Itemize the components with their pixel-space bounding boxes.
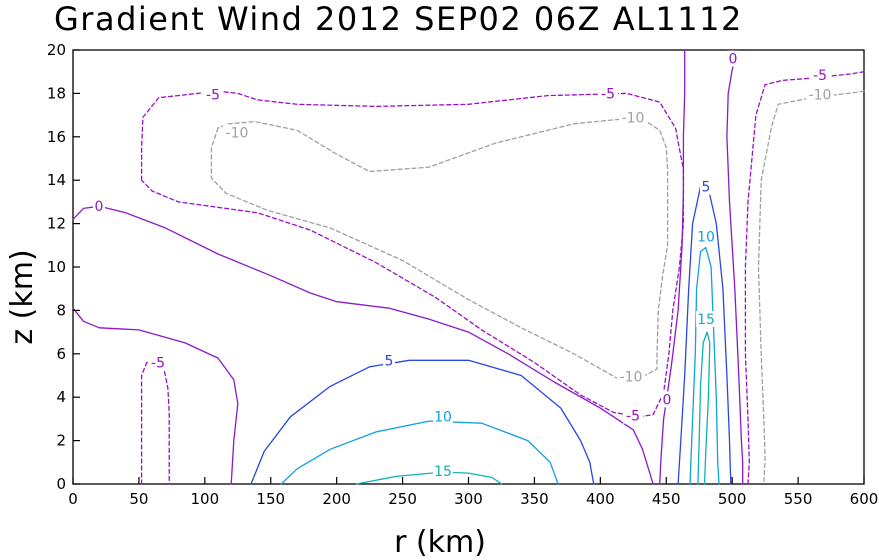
contour-label: -10 [622, 110, 645, 126]
contour-line-level-15 [355, 471, 503, 485]
contour-label-bg [619, 109, 647, 126]
x-tick-label: 350 [520, 490, 549, 508]
contour-label: 5 [385, 353, 394, 369]
x-tick-label: 450 [652, 490, 681, 508]
y-tick-label: 0 [56, 475, 66, 493]
contour-label: -10 [809, 87, 832, 103]
contour-label-bg [598, 85, 618, 102]
contour-label: 0 [95, 199, 104, 215]
x-tick-label: 500 [718, 490, 747, 508]
contour-label-bg [810, 66, 830, 83]
contour-label-bg [623, 407, 643, 424]
y-tick-label: 12 [47, 215, 66, 233]
contour-label-bg [203, 86, 223, 103]
y-axis-ticks: 0 2 4 6 8 10 12 14 16 18 20 [47, 41, 80, 493]
x-tick-label: 200 [322, 490, 351, 508]
contour-label: 10 [434, 410, 452, 426]
contour-line-level-0 [659, 49, 686, 485]
contour-line-level-10 [689, 246, 720, 485]
contour-label-bg [700, 178, 712, 195]
x-tick-label: 250 [388, 490, 417, 508]
contour-label: 15 [697, 312, 715, 328]
y-tick-label: 4 [56, 388, 66, 406]
contour-label: -5 [626, 409, 640, 425]
contour-label-bg [93, 198, 105, 215]
x-axis-ticks: 0 50 100 150 200 250 300 350 400 450 500 550 600 [68, 477, 878, 508]
contour-line-level-neg5 [140, 90, 685, 418]
contour-label: -5 [206, 87, 220, 103]
y-axis-label: z (km) [5, 249, 40, 344]
x-tick-label: 150 [256, 490, 285, 508]
contour-lines [72, 49, 865, 485]
y-tick-label: 8 [56, 301, 66, 319]
contour-label: -10 [620, 370, 643, 386]
x-axis-label: r (km) [394, 525, 486, 560]
contour-line-level-10 [280, 420, 559, 485]
contour-line-level-neg10 [210, 116, 669, 379]
contour-label: 0 [729, 52, 738, 68]
x-tick-label: 100 [191, 490, 220, 508]
contour-label: -5 [601, 86, 615, 102]
x-tick-label: 300 [454, 490, 483, 508]
contour-labels: -5 -5 -5 -5 -5 -10 -10 -10 -10 0 0 0 5 5 10 10 15 15 [93, 50, 834, 480]
contour-line-level-0 [72, 205, 654, 485]
contour-label: -10 [226, 125, 249, 141]
y-tick-label: 16 [47, 128, 66, 146]
contour-line-level-neg10 [757, 90, 865, 485]
contour-label: 5 [702, 180, 711, 196]
y-tick-label: 2 [56, 432, 66, 450]
contour-line-level-neg5 [744, 71, 865, 485]
contour-label: -5 [151, 355, 165, 371]
x-tick-label: 550 [784, 490, 813, 508]
contour-line-level-neg5 [140, 359, 170, 485]
contour-line-level-0 [72, 307, 239, 485]
contour-label-bg [617, 368, 645, 385]
contour-label-bg [148, 354, 168, 371]
contour-label-bg [383, 352, 395, 369]
x-tick-label: 400 [586, 490, 615, 508]
contour-label-bg [727, 50, 739, 67]
contour-label: -5 [813, 68, 827, 84]
contour-label-bg [433, 462, 453, 479]
contour-label: 10 [697, 230, 715, 246]
y-tick-label: 6 [56, 345, 66, 363]
contour-label-bg [806, 86, 834, 103]
chart-title: Gradient Wind 2012 SEP02 06Z AL1112 [54, 0, 743, 38]
contour-label: 0 [663, 392, 672, 408]
y-tick-label: 14 [47, 171, 66, 189]
x-tick-label: 600 [850, 490, 879, 508]
x-tick-label: 50 [129, 490, 148, 508]
contour-label-bg [433, 408, 453, 425]
contour-label-bg [661, 391, 673, 408]
contour-line-level-5 [250, 359, 595, 485]
y-tick-label: 18 [47, 84, 66, 102]
contour-label: 15 [434, 464, 452, 480]
contour-line-level-15 [697, 331, 711, 485]
contour-label-bg [696, 311, 716, 328]
y-tick-label: 10 [47, 258, 66, 276]
contour-label-bg [696, 228, 716, 245]
x-tick-label: 0 [68, 490, 78, 508]
contour-label-bg [223, 124, 251, 141]
y-tick-label: 20 [47, 41, 66, 59]
